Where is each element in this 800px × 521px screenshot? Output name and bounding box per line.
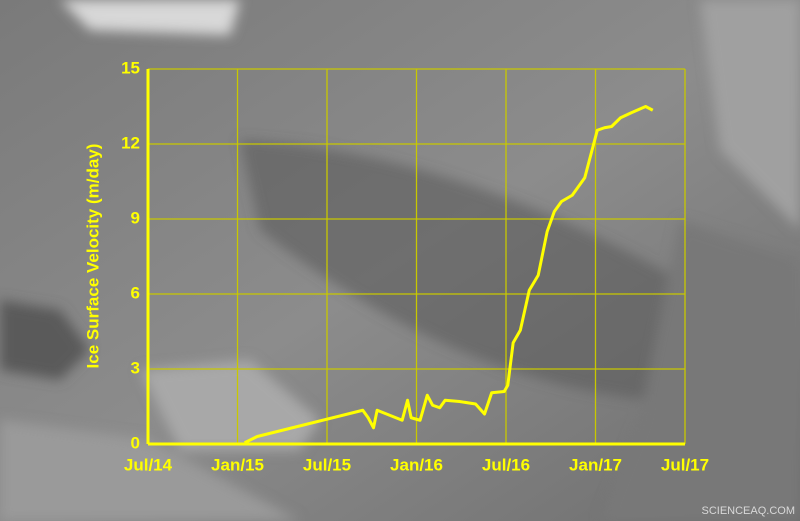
y-axis-label: Ice Surface Velocity (m/day) [83,144,102,369]
y-tick-label: 9 [131,208,140,227]
y-tick-label: 0 [131,433,140,452]
x-tick-label: Jul/16 [482,455,530,474]
data-line [243,105,654,445]
y-tick-label: 12 [121,133,140,152]
watermark: SCIENCEAQ.COM [701,505,795,517]
x-tick-label: Jan/17 [569,455,622,474]
y-tick-label: 15 [121,58,140,77]
x-tick-label: Jul/17 [661,455,709,474]
y-tick-label: 3 [131,358,140,377]
x-tick-label: Jan/16 [390,455,443,474]
x-tick-label: Jul/15 [303,455,351,474]
x-tick-label: Jul/14 [124,455,173,474]
x-tick-label: Jan/15 [211,455,264,474]
y-tick-label: 6 [131,283,140,302]
